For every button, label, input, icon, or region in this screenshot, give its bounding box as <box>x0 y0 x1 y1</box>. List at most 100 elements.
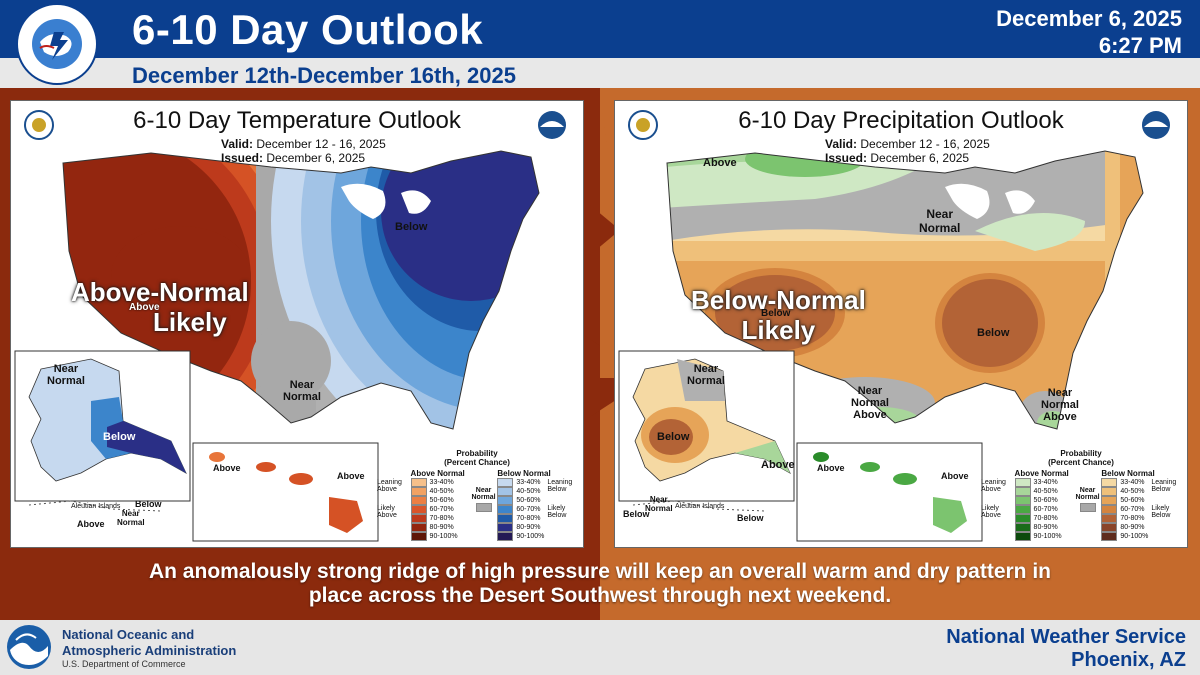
legend-swatch <box>1101 478 1118 487</box>
legend-row: 70-80% <box>497 514 547 523</box>
precipitation-below-label: Below <box>761 308 791 319</box>
legend-range-label: 70-80% <box>1033 515 1058 522</box>
temperature-aleutian-label: Aleutian Islands <box>71 503 121 510</box>
legend-range-label: 70-80% <box>516 515 541 522</box>
legend-range-label: 40-50% <box>516 488 541 495</box>
header-bar <box>0 0 1200 58</box>
legend-swatch <box>497 478 514 487</box>
legend-row: 60-70% <box>410 505 470 514</box>
precipitation-headline: Below-Normal Likely <box>691 285 866 345</box>
legend-row: 40-50% <box>1014 487 1074 496</box>
legend-swatch <box>1101 532 1118 541</box>
legend-swatch <box>1014 532 1031 541</box>
precipitation-alaska-near-label: Near Normal <box>687 363 725 387</box>
noaa-department: U.S. Department of Commerce <box>62 659 186 669</box>
precipitation-panel-title: 6-10 Day Precipitation Outlook <box>738 107 1064 134</box>
legend-range-label: 40-50% <box>1033 488 1058 495</box>
legend-swatch <box>1014 487 1031 496</box>
legend-row: 80-90% <box>410 523 470 532</box>
temperature-hawaii-above-label-1: Above <box>213 463 241 473</box>
precipitation-legend: Probability (Percent Chance) Leaning Abov… <box>981 449 1177 541</box>
temperature-alaska-near-label: Near Normal <box>47 363 85 387</box>
legend-row: 70-80% <box>1014 514 1074 523</box>
temperature-legend: Probability (Percent Chance) Leaning Abov… <box>377 449 573 541</box>
subheader-bar <box>0 58 1200 88</box>
legend-swatch <box>1101 505 1118 514</box>
legend-swatch <box>410 478 427 487</box>
valid-range-subtitle: December 12th-December 16th, 2025 <box>132 63 516 88</box>
legend-swatch <box>497 487 514 496</box>
legend-swatch <box>410 487 427 496</box>
legend-row: 40-50% <box>410 487 470 496</box>
legend-swatch <box>497 514 514 523</box>
legend-range-label: 33-40% <box>516 479 541 486</box>
arrow-shape <box>584 160 620 300</box>
precipitation-above-label: Above <box>703 157 737 169</box>
legend-row: 80-90% <box>1014 523 1074 532</box>
temperature-below-label: Below <box>395 221 428 233</box>
temperature-valid: Valid: December 12 - 16, 2025 <box>221 137 386 151</box>
noaa-logo-icon <box>7 625 51 669</box>
legend-row: 33-40% <box>1014 478 1074 487</box>
legend-swatch <box>497 496 514 505</box>
legend-row: 70-80% <box>1101 514 1151 523</box>
precipitation-issued: Issued: December 6, 2025 <box>825 151 970 165</box>
legend-swatch <box>497 505 514 514</box>
legend-range-label: 60-70% <box>1120 506 1145 513</box>
legend-row: 60-70% <box>1014 505 1074 514</box>
precipitation-map <box>618 110 1170 542</box>
legend-range-label: 60-70% <box>516 506 541 513</box>
page-title: 6-10 Day Outlook <box>132 6 484 53</box>
legend-swatch <box>1014 505 1031 514</box>
temperature-aleutian-below: Below <box>135 499 162 509</box>
precipitation-outlook-panel: 6-10 Day Precipitation Outlook Valid: De… <box>614 100 1188 548</box>
legend-row: 90-100% <box>1101 532 1151 541</box>
legend-row: 50-60% <box>1101 496 1151 505</box>
legend-swatch <box>410 496 427 505</box>
legend-swatch <box>410 505 427 514</box>
footer-bar <box>0 620 1200 675</box>
nws-logo-icon <box>16 3 98 85</box>
legend-row: 50-60% <box>410 496 470 505</box>
temperature-aleutian-above: Above <box>77 519 105 529</box>
temperature-above-label: Above <box>129 302 160 313</box>
legend-row: 60-70% <box>1101 505 1151 514</box>
precipitation-below-east-label: Below <box>977 327 1010 339</box>
temperature-map <box>14 110 566 542</box>
precipitation-sw-near-label: Near Normal Above <box>851 385 889 421</box>
legend-row: 70-80% <box>410 514 470 523</box>
temperature-panel-title: 6-10 Day Temperature Outlook <box>133 107 461 134</box>
legend-row: 60-70% <box>497 505 547 514</box>
noaa-name-line-1: National Oceanic and <box>62 627 195 642</box>
issue-time: 6:27 PM <box>1098 33 1182 58</box>
legend-range-label: 50-60% <box>429 497 454 504</box>
legend-range-label: 50-60% <box>516 497 541 504</box>
precipitation-aleutian-below-1: Below <box>623 509 650 519</box>
legend-range-label: 80-90% <box>1120 524 1145 531</box>
legend-swatch <box>410 532 427 541</box>
temperature-headline: Above-Normal Likely <box>71 277 249 337</box>
legend-range-label: 40-50% <box>429 488 454 495</box>
precipitation-alaska-below-label: Below <box>657 431 690 443</box>
legend-range-label: 90-100% <box>1033 533 1062 540</box>
legend-row: 40-50% <box>497 487 547 496</box>
legend-range-label: 50-60% <box>1033 497 1058 504</box>
legend-row: 40-50% <box>1101 487 1151 496</box>
issue-date: December 6, 2025 <box>996 6 1182 31</box>
precipitation-alaska-above-label: Above <box>761 459 795 471</box>
legend-swatch <box>497 523 514 532</box>
legend-range-label: 60-70% <box>429 506 454 513</box>
precipitation-valid: Valid: December 12 - 16, 2025 <box>825 137 990 151</box>
legend-row: 90-100% <box>1014 532 1074 541</box>
precipitation-near-normal-label: Near Normal <box>919 207 961 235</box>
precipitation-aleutian-label: Aleutian Islands <box>675 503 725 510</box>
legend-swatch <box>1101 514 1118 523</box>
legend-range-label: 80-90% <box>1033 524 1058 531</box>
nws-footer-name: National Weather Service <box>946 626 1186 648</box>
summary-caption: An anomalously strong ridge of high pres… <box>0 560 1200 608</box>
precipitation-fl-near-label: Near Normal Above <box>1041 387 1079 423</box>
legend-range-label: 33-40% <box>1120 479 1145 486</box>
temperature-outlook-panel: 6-10 Day Temperature Outlook Valid: Dece… <box>10 100 584 548</box>
legend-row: 80-90% <box>497 523 547 532</box>
legend-swatch <box>410 523 427 532</box>
